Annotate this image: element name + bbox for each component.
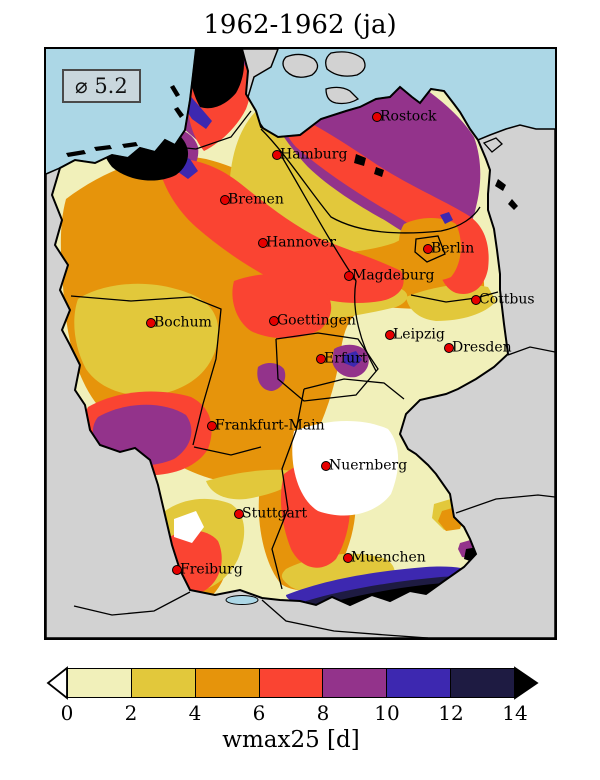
colorbar: [67, 668, 515, 698]
city-label: Erfurt: [324, 350, 368, 367]
colorbar-segment: [258, 669, 323, 697]
city-marker-dot: [258, 238, 268, 248]
city-marker-dot: [272, 150, 282, 160]
city-marker-dot: [172, 565, 182, 575]
city-marker-dot: [269, 316, 279, 326]
colorbar-segment: [386, 669, 451, 697]
foreign-borders: [73, 64, 555, 638]
city-label: Dresden: [452, 339, 512, 356]
colorbar-tick: 14: [502, 701, 528, 725]
city-label: Freiburg: [180, 561, 243, 578]
colorbar-axis-label: wmax25 [d]: [222, 727, 360, 753]
city-label: Bochum: [154, 314, 212, 331]
colorbar-tick: 6: [252, 701, 266, 725]
colorbar-segment: [194, 669, 259, 697]
cities-layer: Rostock Hamburg Bremen Hannover Berlin Magdeb…: [46, 49, 555, 638]
city-label: Rostock: [380, 108, 437, 125]
city-label: Stuttgart: [242, 505, 308, 522]
city-label: Bremen: [228, 191, 284, 208]
city-marker-dot: [220, 195, 230, 205]
colorbar-tick: 12: [438, 701, 464, 725]
colorbar-arrows: [46, 666, 539, 700]
map-canvas: [46, 49, 555, 638]
colorbar-under-arrow: [46, 666, 68, 700]
colorbar-tick: 0: [60, 701, 74, 725]
city-label: Berlin: [431, 240, 475, 257]
city-marker-dot: [344, 271, 354, 281]
city-label: Hannover: [266, 234, 336, 251]
city-label: Nuernberg: [329, 457, 408, 474]
city-marker-dot: [207, 421, 217, 431]
colorbar-tick: 2: [124, 701, 138, 725]
city-marker-dot: [146, 318, 156, 328]
coastal-islands: [66, 85, 518, 210]
colorbar-tick: 8: [316, 701, 330, 725]
city-label: Leipzig: [393, 326, 445, 343]
city-marker-dot: [372, 112, 382, 122]
city-marker-dot: [385, 330, 395, 340]
colorbar-over-arrow: [514, 666, 539, 700]
city-label: Cottbus: [479, 291, 535, 308]
colorbar-tick: 10: [374, 701, 400, 725]
colorbar-segment: [130, 669, 195, 697]
city-marker-dot: [343, 553, 353, 563]
danish-islands: [282, 51, 503, 153]
germany-map: Rostock Hamburg Bremen Hannover Berlin Magdeb…: [44, 47, 557, 640]
city-label: Goettingen: [277, 312, 356, 329]
city-label: Magdeburg: [352, 267, 435, 284]
state-borders: [70, 110, 499, 590]
city-marker-dot: [321, 461, 331, 471]
colorbar-segment: [68, 669, 131, 697]
lake-bodensee: [225, 595, 259, 605]
city-label: Frankfurt-Main: [215, 417, 325, 434]
mean-value-badge: ⌀ 5.2: [62, 69, 141, 103]
colorbar-segment: [450, 669, 515, 697]
city-marker-dot: [234, 509, 244, 519]
city-label: Muenchen: [351, 549, 426, 566]
city-marker-dot: [316, 354, 326, 364]
city-label: Hamburg: [280, 146, 348, 163]
colorbar-segment: [322, 669, 387, 697]
city-marker-dot: [444, 343, 454, 353]
chart-title: 1962-1962 (ja): [203, 10, 397, 40]
colorbar-tick: 4: [188, 701, 202, 725]
city-marker-dot: [471, 295, 481, 305]
city-marker-dot: [423, 244, 433, 254]
